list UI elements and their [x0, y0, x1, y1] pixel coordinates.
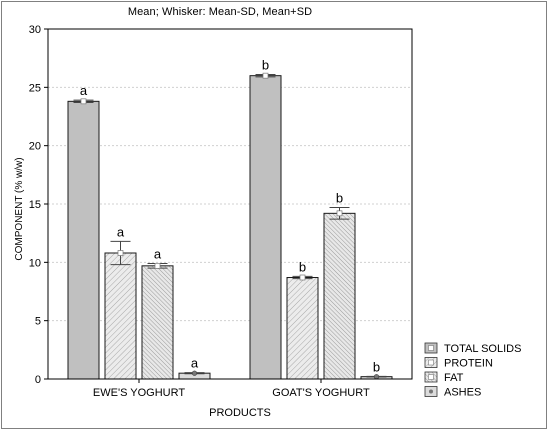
x-tick-label: GOAT'S YOGHURT: [272, 387, 370, 399]
y-tick-label: 20: [29, 141, 41, 153]
data-label: a: [154, 247, 162, 262]
axes: 0 5 10 15 20 25 30 EWE'S YOGHURT GOAT'S YOGHURT: [29, 24, 413, 399]
legend: TOTAL SOLIDS PROTEIN FAT ASHES: [424, 342, 521, 399]
bar: [104, 252, 137, 380]
bar: [249, 75, 282, 380]
data-label: a: [191, 356, 199, 371]
bars: a a a a b b b b: [67, 58, 393, 380]
bar: [286, 277, 319, 380]
mean-marker: [191, 370, 198, 376]
data-label: b: [299, 259, 306, 274]
legend-label: FAT: [444, 372, 464, 384]
mean-marker: [80, 98, 87, 105]
y-axis-label: COMPONENT (% w/w): [14, 157, 25, 260]
x-tick-label: EWE'S YOGHURT: [93, 387, 185, 399]
mean-marker: [299, 274, 306, 281]
bar: [141, 265, 174, 380]
mean-marker: [373, 374, 380, 380]
mean-marker: [262, 72, 269, 79]
mean-marker: [117, 250, 124, 256]
data-label: a: [80, 83, 88, 98]
y-tick-label: 30: [29, 24, 41, 36]
x-axis-label: PRODUCTS: [209, 407, 271, 419]
data-label: b: [373, 359, 380, 374]
y-tick-label: 0: [35, 374, 41, 386]
grid-lines: [48, 86, 412, 322]
legend-label: TOTAL SOLIDS: [444, 343, 521, 355]
data-label: a: [117, 224, 125, 239]
plot-area: [47, 28, 413, 380]
legend-label: ASHES: [444, 387, 481, 399]
legend-marker: [428, 359, 434, 366]
legend-marker: [428, 374, 434, 380]
y-tick-label: 5: [35, 316, 41, 328]
mean-marker: [336, 210, 343, 217]
y-tick-label: 25: [29, 82, 41, 94]
legend-marker: [428, 345, 434, 351]
y-tick-label: 10: [29, 257, 41, 269]
mean-marker: [154, 262, 161, 269]
bar: [323, 212, 356, 380]
data-label: b: [262, 58, 269, 73]
legend-marker: [429, 389, 433, 394]
bar: [67, 100, 100, 380]
legend-label: PROTEIN: [444, 358, 493, 370]
y-tick-label: 15: [29, 199, 41, 211]
data-label: b: [336, 191, 343, 206]
chart-title: Mean; Whisker: Mean-SD, Mean+SD: [127, 6, 313, 18]
